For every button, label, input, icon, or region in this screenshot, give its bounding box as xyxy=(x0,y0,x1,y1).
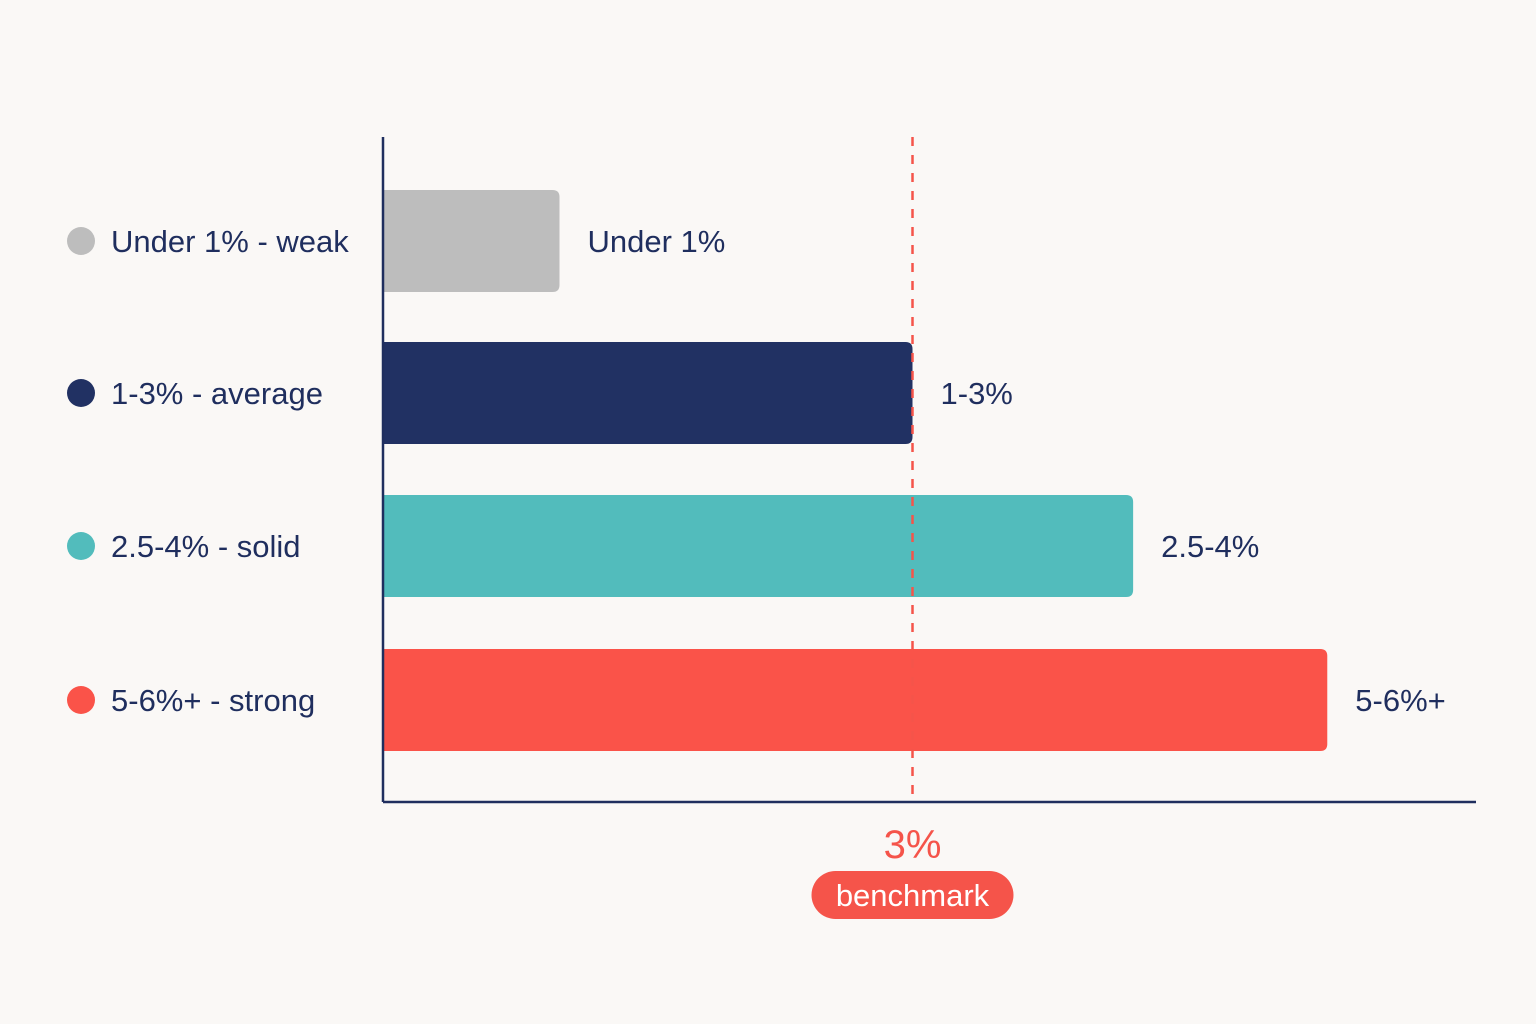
legend-swatch xyxy=(67,532,95,560)
legend-label: 5-6%+ - strong xyxy=(111,683,315,718)
bar-label: 5-6%+ xyxy=(1355,683,1445,718)
bar-label: Under 1% xyxy=(588,224,726,259)
benchmark-value: 3% xyxy=(884,823,942,867)
bar-label: 1-3% xyxy=(941,376,1013,411)
bars-group xyxy=(383,190,1328,751)
legend-swatch xyxy=(67,227,95,255)
legend-swatch xyxy=(67,686,95,714)
legend-swatch xyxy=(67,379,95,407)
benchmark-label: benchmark xyxy=(836,878,990,913)
bar xyxy=(383,495,1134,597)
bar-label: 2.5-4% xyxy=(1161,529,1259,564)
bar-labels-group: Under 1% 1-3% 2.5-4% 5-6%+ xyxy=(588,224,1446,718)
legend-label: 2.5-4% - solid xyxy=(111,529,301,564)
bar xyxy=(383,190,560,292)
legend-label: 1-3% - average xyxy=(111,376,323,411)
bar xyxy=(383,342,913,444)
legend-label: Under 1% - weak xyxy=(111,224,349,259)
benchmark-badge xyxy=(811,871,1014,919)
bar xyxy=(383,649,1328,751)
legend: Under 1% - weak 1-3% - average 2.5-4% - so… xyxy=(67,224,349,718)
